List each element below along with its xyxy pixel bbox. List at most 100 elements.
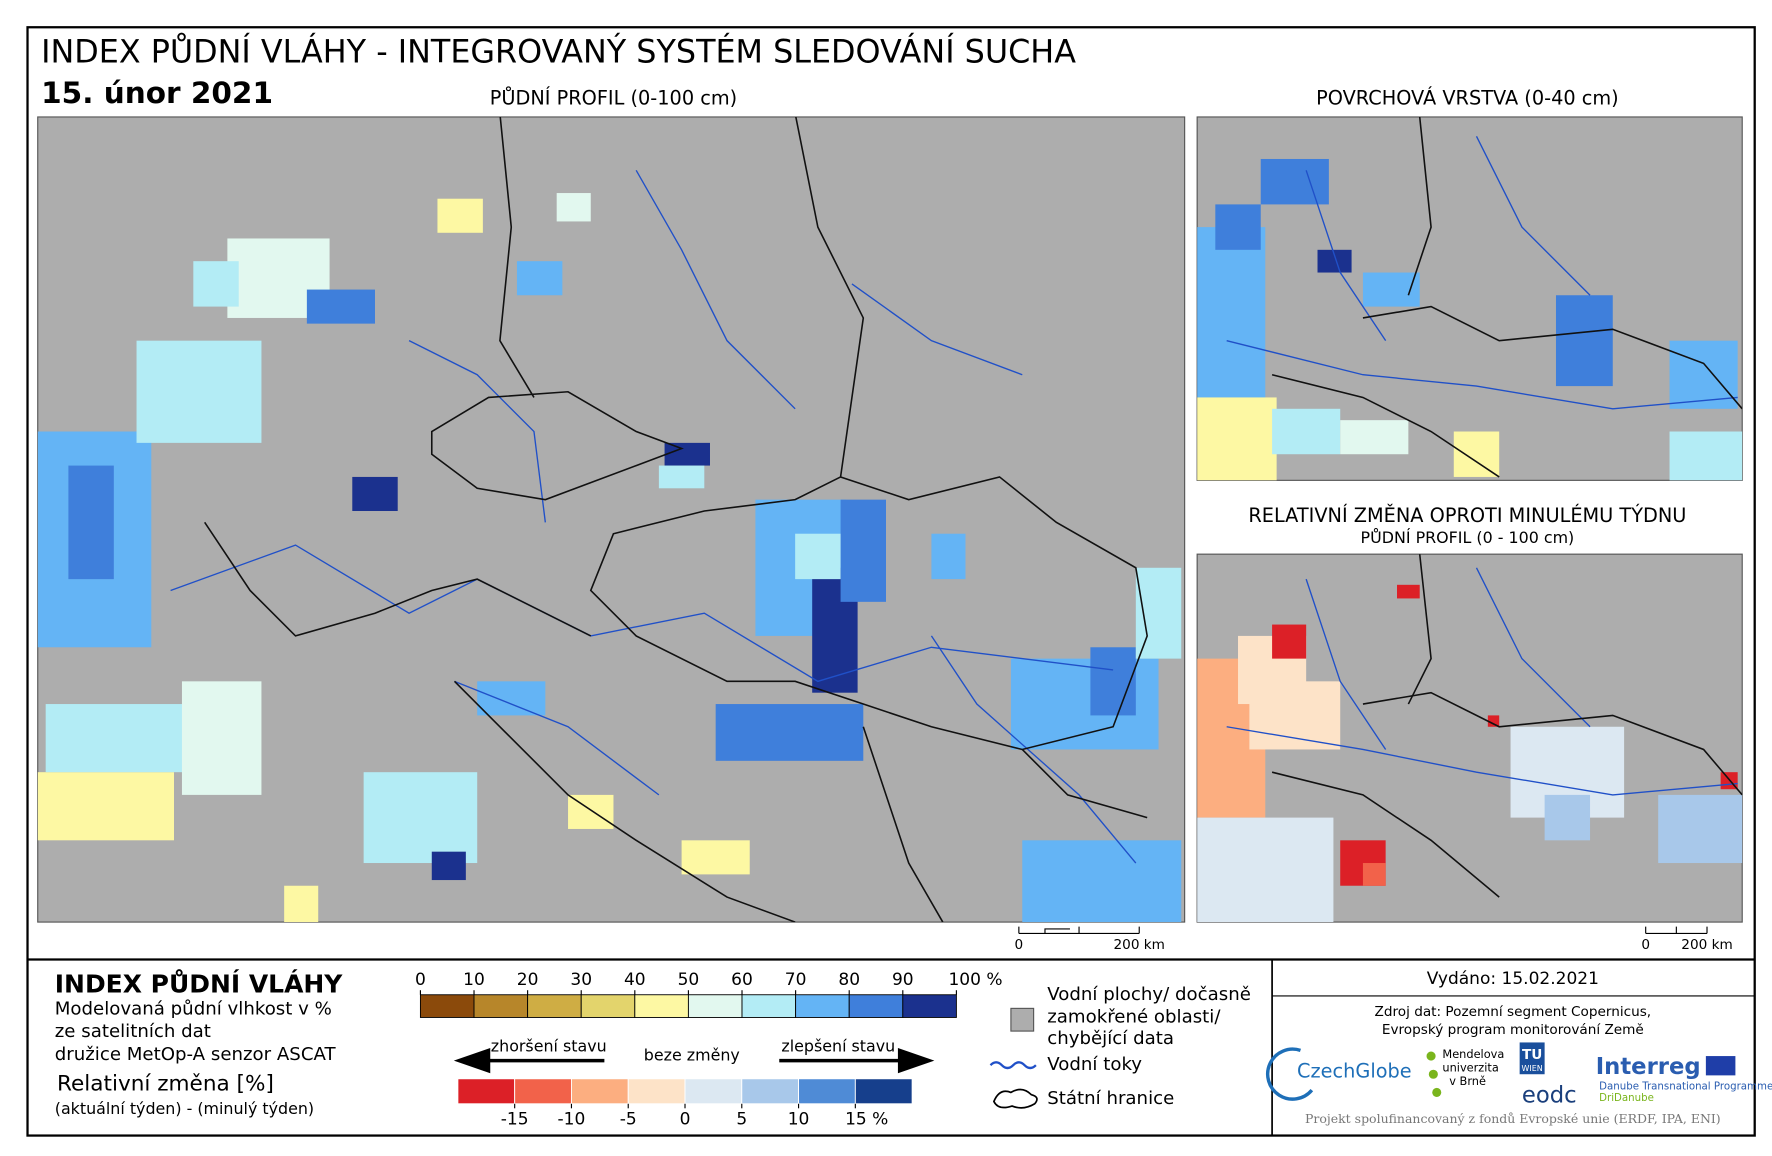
change-map-layer xyxy=(1197,554,1743,923)
map-cell xyxy=(1197,397,1277,481)
border xyxy=(453,680,796,923)
map-cell xyxy=(1215,204,1261,250)
color-swatch xyxy=(684,1078,743,1105)
color-swatch xyxy=(741,1078,800,1105)
arrow-label: zlepšení stavu xyxy=(781,1036,895,1055)
legend-text: chybějící data xyxy=(1047,1028,1174,1049)
scale-line xyxy=(1645,926,1708,934)
map-cell xyxy=(556,193,591,222)
map-cell xyxy=(1197,227,1266,398)
river xyxy=(1226,340,1738,410)
legend-text: Vodní plochy/ dočasně xyxy=(1047,984,1251,1005)
legend-text: zamokřené oblasti/ xyxy=(1047,1006,1221,1027)
color-swatch xyxy=(527,994,582,1018)
river xyxy=(408,340,547,523)
map-cell xyxy=(931,533,966,580)
map-cell xyxy=(1317,249,1352,273)
tick-label: 30 xyxy=(570,970,592,990)
river xyxy=(1226,726,1738,796)
map-cell xyxy=(1022,840,1182,923)
tick-label: 80 xyxy=(838,970,860,990)
scale-line xyxy=(1018,926,1140,934)
border xyxy=(1407,116,1432,296)
logo-shape xyxy=(1428,1069,1438,1079)
map-cell xyxy=(1555,295,1613,387)
colorbars: 0 10 20 30 40 50 60 70 80 90 100 % -15 -10 -5 0 5 10 15 % xyxy=(415,970,1003,1130)
tick-label: 90 xyxy=(892,970,914,990)
water-swatch xyxy=(1010,1007,1035,1032)
map-cell xyxy=(45,704,205,773)
color-swatch xyxy=(634,994,689,1018)
logo: Mendelova xyxy=(1442,1047,1504,1061)
river xyxy=(1305,578,1387,750)
legend-text: Vodní toky xyxy=(1047,1054,1142,1075)
logo-shape xyxy=(1266,1047,1314,1101)
river xyxy=(930,635,1137,864)
scale-label: 200 km xyxy=(1681,937,1732,953)
scale-label: 0 xyxy=(1015,937,1024,953)
logo: Danube Transnational Programme xyxy=(1599,1082,1772,1093)
map-cell xyxy=(352,476,398,512)
logo-shape xyxy=(1519,1042,1545,1075)
scale-bar: 0 200 km 0 200 km xyxy=(1015,926,1733,953)
map-cell xyxy=(193,261,239,307)
border xyxy=(1271,771,1500,898)
arrow-left xyxy=(453,1048,605,1074)
main-map-layer xyxy=(37,116,1182,923)
logo-shape xyxy=(1426,1051,1436,1061)
color-swatch xyxy=(473,994,529,1018)
footer: Projekt spolufinancovaný z fondů Evropsk… xyxy=(1305,1111,1721,1126)
map-cell xyxy=(1010,658,1159,750)
tick-label: 15 % xyxy=(845,1110,888,1130)
border xyxy=(1407,554,1432,705)
border xyxy=(1362,691,1743,796)
scale-label: 0 xyxy=(1641,937,1650,953)
border xyxy=(589,476,1148,751)
logo: DriDanube xyxy=(1599,1093,1654,1104)
map-cell xyxy=(681,840,750,875)
map-cell xyxy=(658,465,705,489)
map-cell xyxy=(1249,681,1341,750)
legend-text: ze satelitních dat xyxy=(55,1021,211,1042)
scale-label: 200 km xyxy=(1114,937,1165,953)
border xyxy=(1271,373,1500,478)
logo: univerzita xyxy=(1442,1061,1498,1075)
legend-text: Státní hranice xyxy=(1047,1088,1174,1109)
tick-label: 5 xyxy=(736,1110,747,1130)
tick-label: -15 xyxy=(501,1110,529,1130)
border xyxy=(1362,305,1743,410)
map-cell xyxy=(68,465,114,580)
river xyxy=(851,283,1023,376)
river xyxy=(454,680,660,796)
map-cell xyxy=(795,533,841,580)
surface-map-layer xyxy=(1197,116,1743,481)
map-cell xyxy=(1272,624,1307,659)
legend-text: družice MetOp-A senzor ASCAT xyxy=(55,1044,337,1065)
map-cell xyxy=(1260,158,1329,205)
tick-label: 100 % xyxy=(948,970,1002,990)
map-cell xyxy=(1397,584,1420,599)
logo: WIEN xyxy=(1522,1064,1543,1073)
logo: CzechGlobe xyxy=(1297,1059,1412,1082)
tick-label: 0 xyxy=(680,1110,691,1130)
map-cell xyxy=(1487,715,1500,727)
tick-label: 20 xyxy=(517,970,539,990)
border xyxy=(862,726,1148,923)
map-cell xyxy=(437,198,483,233)
logo-shape xyxy=(1432,1087,1442,1097)
tick-label: 0 xyxy=(415,970,426,990)
map-cell xyxy=(181,681,262,795)
map-cell xyxy=(1272,408,1341,455)
map-cell xyxy=(840,499,886,602)
river xyxy=(1475,135,1591,296)
legend-text: Modelovaná půdní vlhkost v % xyxy=(55,999,332,1020)
map-cell xyxy=(1090,647,1136,716)
map-cell xyxy=(1197,817,1334,923)
tick-label: 40 xyxy=(624,970,646,990)
tick-label: -5 xyxy=(620,1110,637,1130)
map-cell xyxy=(363,772,478,864)
map-cell xyxy=(477,681,546,716)
map-cell xyxy=(1362,863,1386,886)
tick-label: 10 xyxy=(788,1110,810,1130)
